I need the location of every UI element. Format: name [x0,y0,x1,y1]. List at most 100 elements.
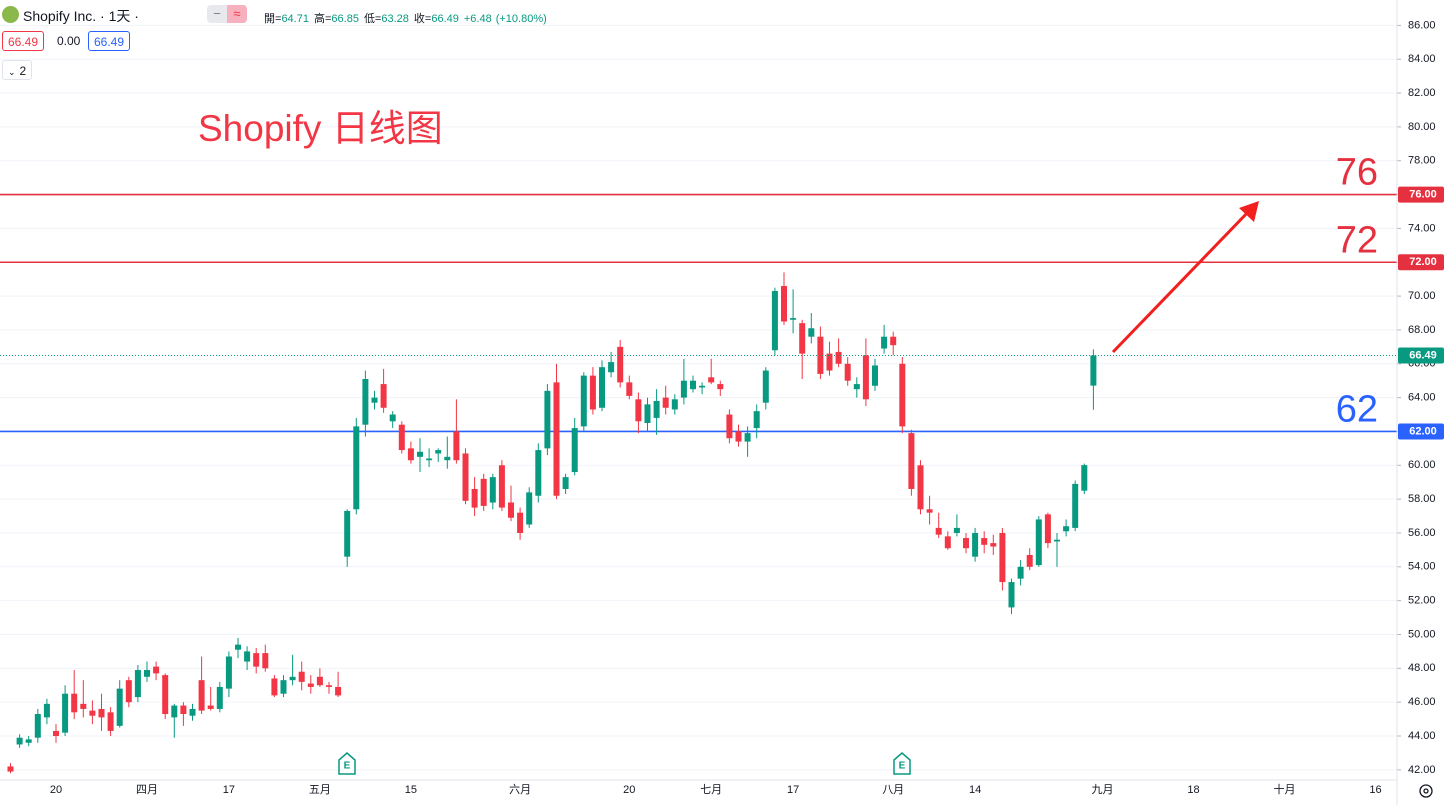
earnings-badge [338,752,356,775]
candle-body [216,686,223,709]
x-tick-label: 十月 [1274,782,1296,796]
level-badge [1398,186,1444,203]
candle-body [671,399,678,410]
candle-body [43,703,50,718]
x-tick-label: 四月 [136,784,158,796]
candle-body [589,375,596,410]
candle-body [817,336,824,374]
candle-body [1081,465,1088,491]
hide-button[interactable]: − [207,5,227,23]
x-tick-label: 14 [969,784,981,796]
x-tick-label: 六月 [509,783,531,796]
legend-value: 63.28 [381,13,409,25]
candle-body [389,414,396,422]
y-tick-label: 64.00 [1408,392,1436,404]
candle-body [744,433,751,442]
y-tick-label: 58.00 [1408,493,1436,505]
last-price-badge [1398,347,1444,364]
candle-body [726,414,733,439]
candle-body [635,399,642,422]
candle-body [180,705,187,715]
candle-body [517,512,524,533]
candle-body [298,671,305,682]
candle-body [953,527,960,533]
candle-body [107,712,114,731]
annotation: Shopify 日线图 [198,108,443,149]
candle-body [781,285,787,322]
level-badge-label: 62.00 [1409,425,1437,437]
candle-body [508,502,514,518]
candle-body [862,355,869,400]
y-tick-label: 48.00 [1408,662,1436,674]
y-tick-label: 84.00 [1408,53,1436,65]
x-tick-label: 20 [623,784,635,796]
legend-change-pct: (+10.80%) [495,13,547,25]
candle-body [62,693,69,733]
compare-button[interactable]: ≈ [227,5,247,23]
indicators-toggle[interactable]: ⌄ 2 [2,60,33,80]
candle-body [125,680,132,703]
legend-change: +6.48 [463,13,492,25]
candle-body [844,363,851,381]
x-tick-label: 八月 [882,784,904,796]
candle-body [417,451,423,457]
x-tick-label: 16 [1369,784,1381,796]
candle-body [890,336,897,346]
candle-body [917,465,924,510]
candle-body [717,384,724,390]
candle-body [1063,526,1070,532]
level-badge [1398,254,1444,271]
candle-body [262,653,269,669]
legend-value: 64.71 [281,13,309,25]
earnings-marker: E [893,752,911,775]
candle-body [644,404,651,423]
gear[interactable] [1419,784,1433,798]
bid-box: 66.49 [2,31,45,51]
logo [2,6,19,23]
candle-body [699,385,706,388]
candle-body [853,384,860,390]
gear-center[interactable] [1423,788,1429,794]
earnings-label: E [899,761,906,772]
candle-body [426,458,433,461]
candle-body [153,666,160,674]
candle-body [362,379,369,425]
y-tick-label: 44.00 [1408,730,1436,742]
candle-body [881,336,888,349]
candle-body [708,377,715,383]
candle-body [1008,582,1015,608]
x-tick-label: 五月 [309,784,331,796]
candle-body [80,703,87,709]
settings-icon[interactable] [1419,784,1433,798]
level-text: 62 [1336,388,1378,430]
x-tick-label: 七月 [700,783,722,796]
candle-body [826,353,833,371]
candle-body [398,424,405,451]
y-tick-label: 80.00 [1408,121,1436,133]
y-tick-label: 60.00 [1408,459,1436,471]
candle-body [134,670,141,698]
candle-body [580,375,587,427]
candle-body [462,453,469,501]
candle-body [963,538,969,549]
candle-body [289,676,296,681]
y-tick-label: 46.00 [1408,696,1436,708]
ask-box: 66.49 [88,31,131,51]
candle-body [999,532,1006,583]
candle-body [1090,355,1097,386]
candle-body [553,382,560,496]
candle-body [526,492,533,525]
legend-label: 收= [413,13,432,25]
candle-body [453,431,460,461]
candle-body [790,318,797,320]
y-tick-label: 42.00 [1408,764,1436,776]
legend-value: 66.49 [431,13,459,25]
candle-body [899,363,906,427]
candle-body [7,766,14,772]
y-tick-label: 82.00 [1408,87,1436,99]
candle-body [653,400,660,418]
candle-body [253,653,260,667]
candle-body [617,346,624,383]
candle-body [53,730,59,737]
